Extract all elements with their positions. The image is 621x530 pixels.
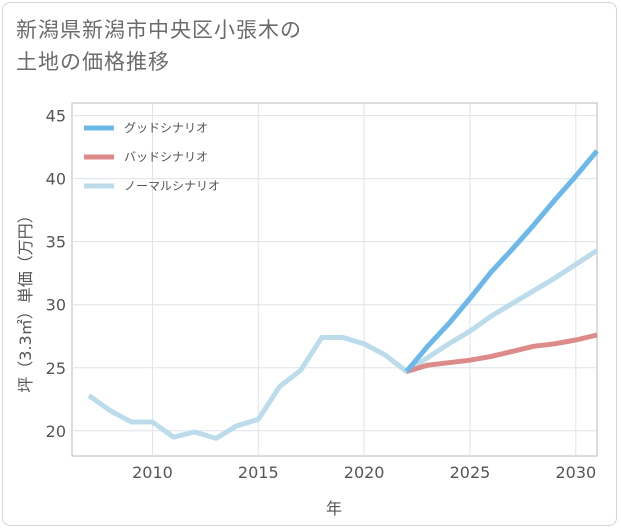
chart-title-line-2: 土地の価格推移 xyxy=(16,50,170,74)
series-line-3 xyxy=(87,248,599,441)
x-tick-label: 2020 xyxy=(344,463,385,482)
x-tick-label: 2015 xyxy=(238,463,279,482)
x-tick-label: 2025 xyxy=(450,463,491,482)
y-tick-label: 20 xyxy=(46,422,66,441)
y-tick-label: 30 xyxy=(46,296,66,315)
legend-label: ノーマルシナリオ xyxy=(124,179,220,193)
series-line-1 xyxy=(404,149,599,374)
y-tick-label: 25 xyxy=(46,359,66,378)
series-layer xyxy=(87,149,599,441)
plot-area xyxy=(71,102,598,457)
x-axis-title: 年 xyxy=(326,499,342,518)
grid xyxy=(72,103,597,456)
x-tick-label: 2010 xyxy=(132,463,173,482)
legend-label: バッドシナリオ xyxy=(124,150,208,164)
y-tick-label: 35 xyxy=(46,233,66,252)
chart-title-line-1: 新潟県新潟市中央区小張木の xyxy=(16,18,302,42)
series-line-2 xyxy=(405,332,598,374)
x-tick-label: 2030 xyxy=(555,463,596,482)
y-tick-label: 40 xyxy=(46,170,66,189)
legend-label: グッドシナリオ xyxy=(124,121,208,135)
y-axis-title: 坪（3.3㎡）単価（万円） xyxy=(16,207,35,392)
y-tick-label: 45 xyxy=(46,107,66,126)
chart-title: 新潟県新潟市中央区小張木の 土地の価格推移 xyxy=(16,14,302,78)
